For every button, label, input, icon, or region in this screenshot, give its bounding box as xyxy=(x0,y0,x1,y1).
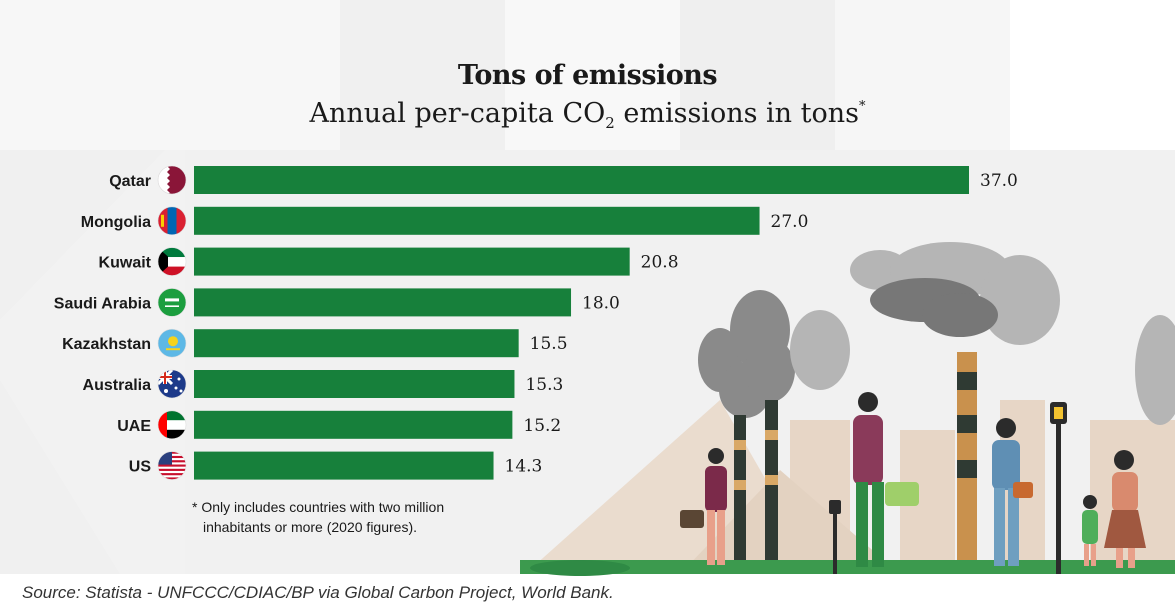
bar xyxy=(194,451,494,480)
person-figure xyxy=(1082,450,1146,568)
kuwait-flag-icon xyxy=(157,247,187,276)
footnote: * Only includes countries with two milli… xyxy=(192,497,444,537)
mongolia-flag-icon xyxy=(157,206,187,236)
category-label: US xyxy=(129,459,152,476)
value-label: 15.5 xyxy=(530,334,568,354)
saudi-arabia-flag-icon xyxy=(157,288,187,317)
value-label: 14.3 xyxy=(505,457,543,477)
category-label: Qatar xyxy=(109,173,151,190)
australia-flag-icon xyxy=(157,369,187,399)
bar xyxy=(194,247,630,276)
factory-illustration xyxy=(520,242,1175,576)
category-label: Saudi Arabia xyxy=(54,295,151,312)
source-note: Source: Statista - UNFCCC/CDIAC/BP via G… xyxy=(22,583,614,602)
bar xyxy=(194,166,969,194)
lamp-post xyxy=(829,402,1067,574)
subtitle-subscript: 2 xyxy=(605,114,615,132)
footnote-line-1: * Only includes countries with two milli… xyxy=(192,499,445,515)
value-label: 18.0 xyxy=(582,293,620,313)
value-label: 20.8 xyxy=(641,253,679,273)
subtitle-prefix: Annual per-capita CO xyxy=(309,98,606,129)
kazakhstan-flag-icon xyxy=(157,328,187,358)
bar xyxy=(194,206,760,235)
category-label: Kazakhstan xyxy=(62,336,151,353)
person-figure xyxy=(992,418,1033,566)
subtitle-asterisk: * xyxy=(858,99,866,114)
subtitle-suffix: emissions in tons xyxy=(614,98,859,129)
bar xyxy=(194,370,515,398)
qatar-flag-icon xyxy=(157,165,187,195)
bar xyxy=(194,410,513,439)
us-flag-icon xyxy=(157,451,187,480)
bar xyxy=(194,288,572,317)
category-label: UAE xyxy=(117,418,151,435)
value-label: 15.3 xyxy=(525,375,563,395)
bar xyxy=(194,329,519,358)
person-figure xyxy=(680,448,727,565)
category-label: Australia xyxy=(83,377,152,394)
category-label: Mongolia xyxy=(81,214,151,231)
bars-layer: Qatar 37.0 Mongolia 27.0 Kuwait 20.8 Saudi Ara… xyxy=(54,165,1018,480)
value-label: 27.0 xyxy=(771,212,809,232)
chart-title: Tons of emissions xyxy=(457,60,718,91)
footnote-line-2: inhabitants or more (2020 figures). xyxy=(203,519,417,535)
chart-subtitle: Annual per-capita CO2 emissions in tons* xyxy=(0,98,1175,132)
value-label: 15.2 xyxy=(523,416,561,436)
uae-flag-icon xyxy=(157,410,187,440)
person-figure xyxy=(853,392,919,567)
value-label: 37.0 xyxy=(980,171,1018,191)
category-label: Kuwait xyxy=(99,255,152,272)
